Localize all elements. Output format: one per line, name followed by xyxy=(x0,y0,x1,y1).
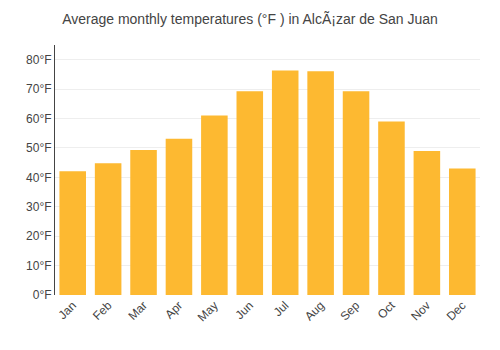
svg-text:80°F: 80°F xyxy=(26,53,51,67)
svg-text:0°F: 0°F xyxy=(33,288,52,302)
svg-text:Oct: Oct xyxy=(375,298,399,322)
svg-text:Jul: Jul xyxy=(271,298,292,319)
svg-text:Apr: Apr xyxy=(162,298,185,321)
svg-text:10°F: 10°F xyxy=(26,259,51,273)
svg-text:Average monthly temperatures (: Average monthly temperatures (°F ) in Al… xyxy=(62,11,438,27)
svg-text:60°F: 60°F xyxy=(26,112,51,126)
svg-text:May: May xyxy=(195,298,221,324)
svg-text:Feb: Feb xyxy=(90,298,115,323)
svg-text:Jan: Jan xyxy=(55,298,79,322)
svg-text:70°F: 70°F xyxy=(26,82,51,96)
svg-text:50°F: 50°F xyxy=(26,141,51,155)
svg-text:Nov: Nov xyxy=(408,298,433,323)
svg-text:Mar: Mar xyxy=(125,298,150,323)
svg-text:Sep: Sep xyxy=(337,298,362,323)
svg-text:40°F: 40°F xyxy=(26,171,51,185)
svg-text:Aug: Aug xyxy=(302,298,327,323)
svg-text:20°F: 20°F xyxy=(26,229,51,243)
svg-text:30°F: 30°F xyxy=(26,200,51,214)
svg-text:Dec: Dec xyxy=(444,298,469,323)
svg-text:Jun: Jun xyxy=(233,298,257,322)
